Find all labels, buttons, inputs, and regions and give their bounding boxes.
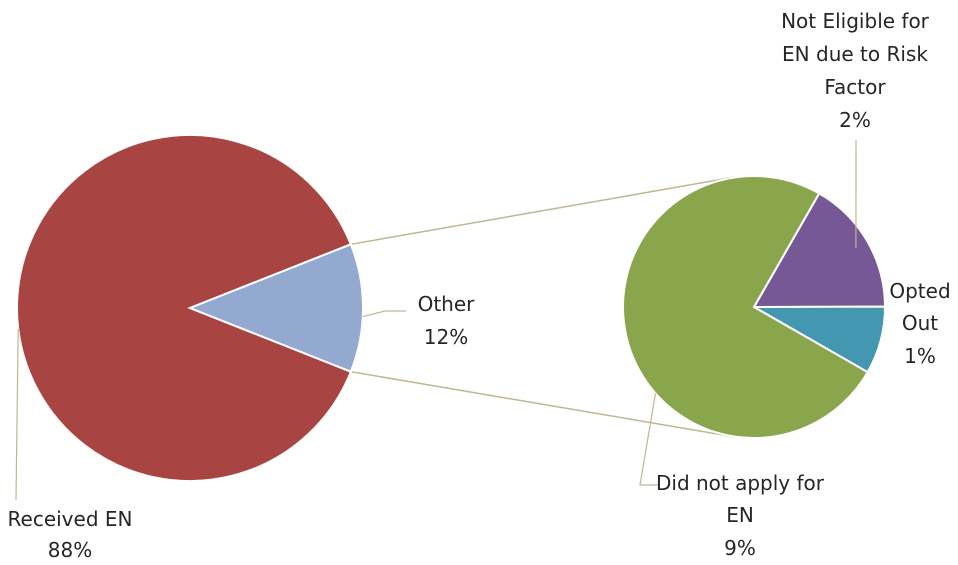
slice-not-eligible-for-en-due-to-risk-factor — [752, 192, 887, 309]
label-opted-out-value: 1% — [904, 344, 936, 368]
connector-line-bottom — [350, 370, 736, 438]
leader-lines — [15, 140, 857, 501]
slice-received-en — [16, 134, 353, 482]
label-received-en-value: 88% — [48, 538, 92, 562]
label-opted-out-name-line1: Opted — [889, 279, 950, 303]
slice-did-not-apply-for-en — [622, 175, 869, 439]
label-received-en-name: Received EN — [8, 507, 133, 531]
label-did-not-apply: Did not apply for EN 9% — [656, 471, 825, 560]
label-did-not-apply-name-line1: Did not apply for — [656, 471, 825, 495]
label-opted-out: Opted Out 1% — [889, 279, 950, 368]
label-did-not-apply-value: 9% — [724, 536, 756, 560]
label-opted-out-name-line2: Out — [902, 311, 938, 335]
label-other: Other 12% — [418, 292, 476, 349]
label-received-en: Received EN 88% — [8, 507, 133, 562]
leader-line-received-en — [15, 328, 19, 501]
label-not-eligible-name-line3: Factor — [824, 75, 886, 99]
label-not-eligible-value: 2% — [839, 108, 871, 132]
label-other-name: Other — [418, 292, 476, 316]
label-not-eligible-name-line1: Not Eligible for — [781, 9, 930, 33]
label-other-value: 12% — [424, 325, 468, 349]
leader-line-did-not-apply — [639, 393, 658, 486]
secondary-pie — [622, 175, 887, 439]
label-did-not-apply-name-line2: EN — [726, 503, 754, 527]
label-not-eligible-name-line2: EN due to Risk — [782, 42, 928, 66]
connector-line-top — [350, 176, 736, 246]
label-not-eligible: Not Eligible for EN due to Risk Factor 2… — [781, 9, 930, 132]
leader-line-other — [362, 310, 406, 318]
main-pie — [16, 134, 364, 482]
slice-other — [187, 243, 364, 373]
connector-lines — [350, 176, 736, 438]
